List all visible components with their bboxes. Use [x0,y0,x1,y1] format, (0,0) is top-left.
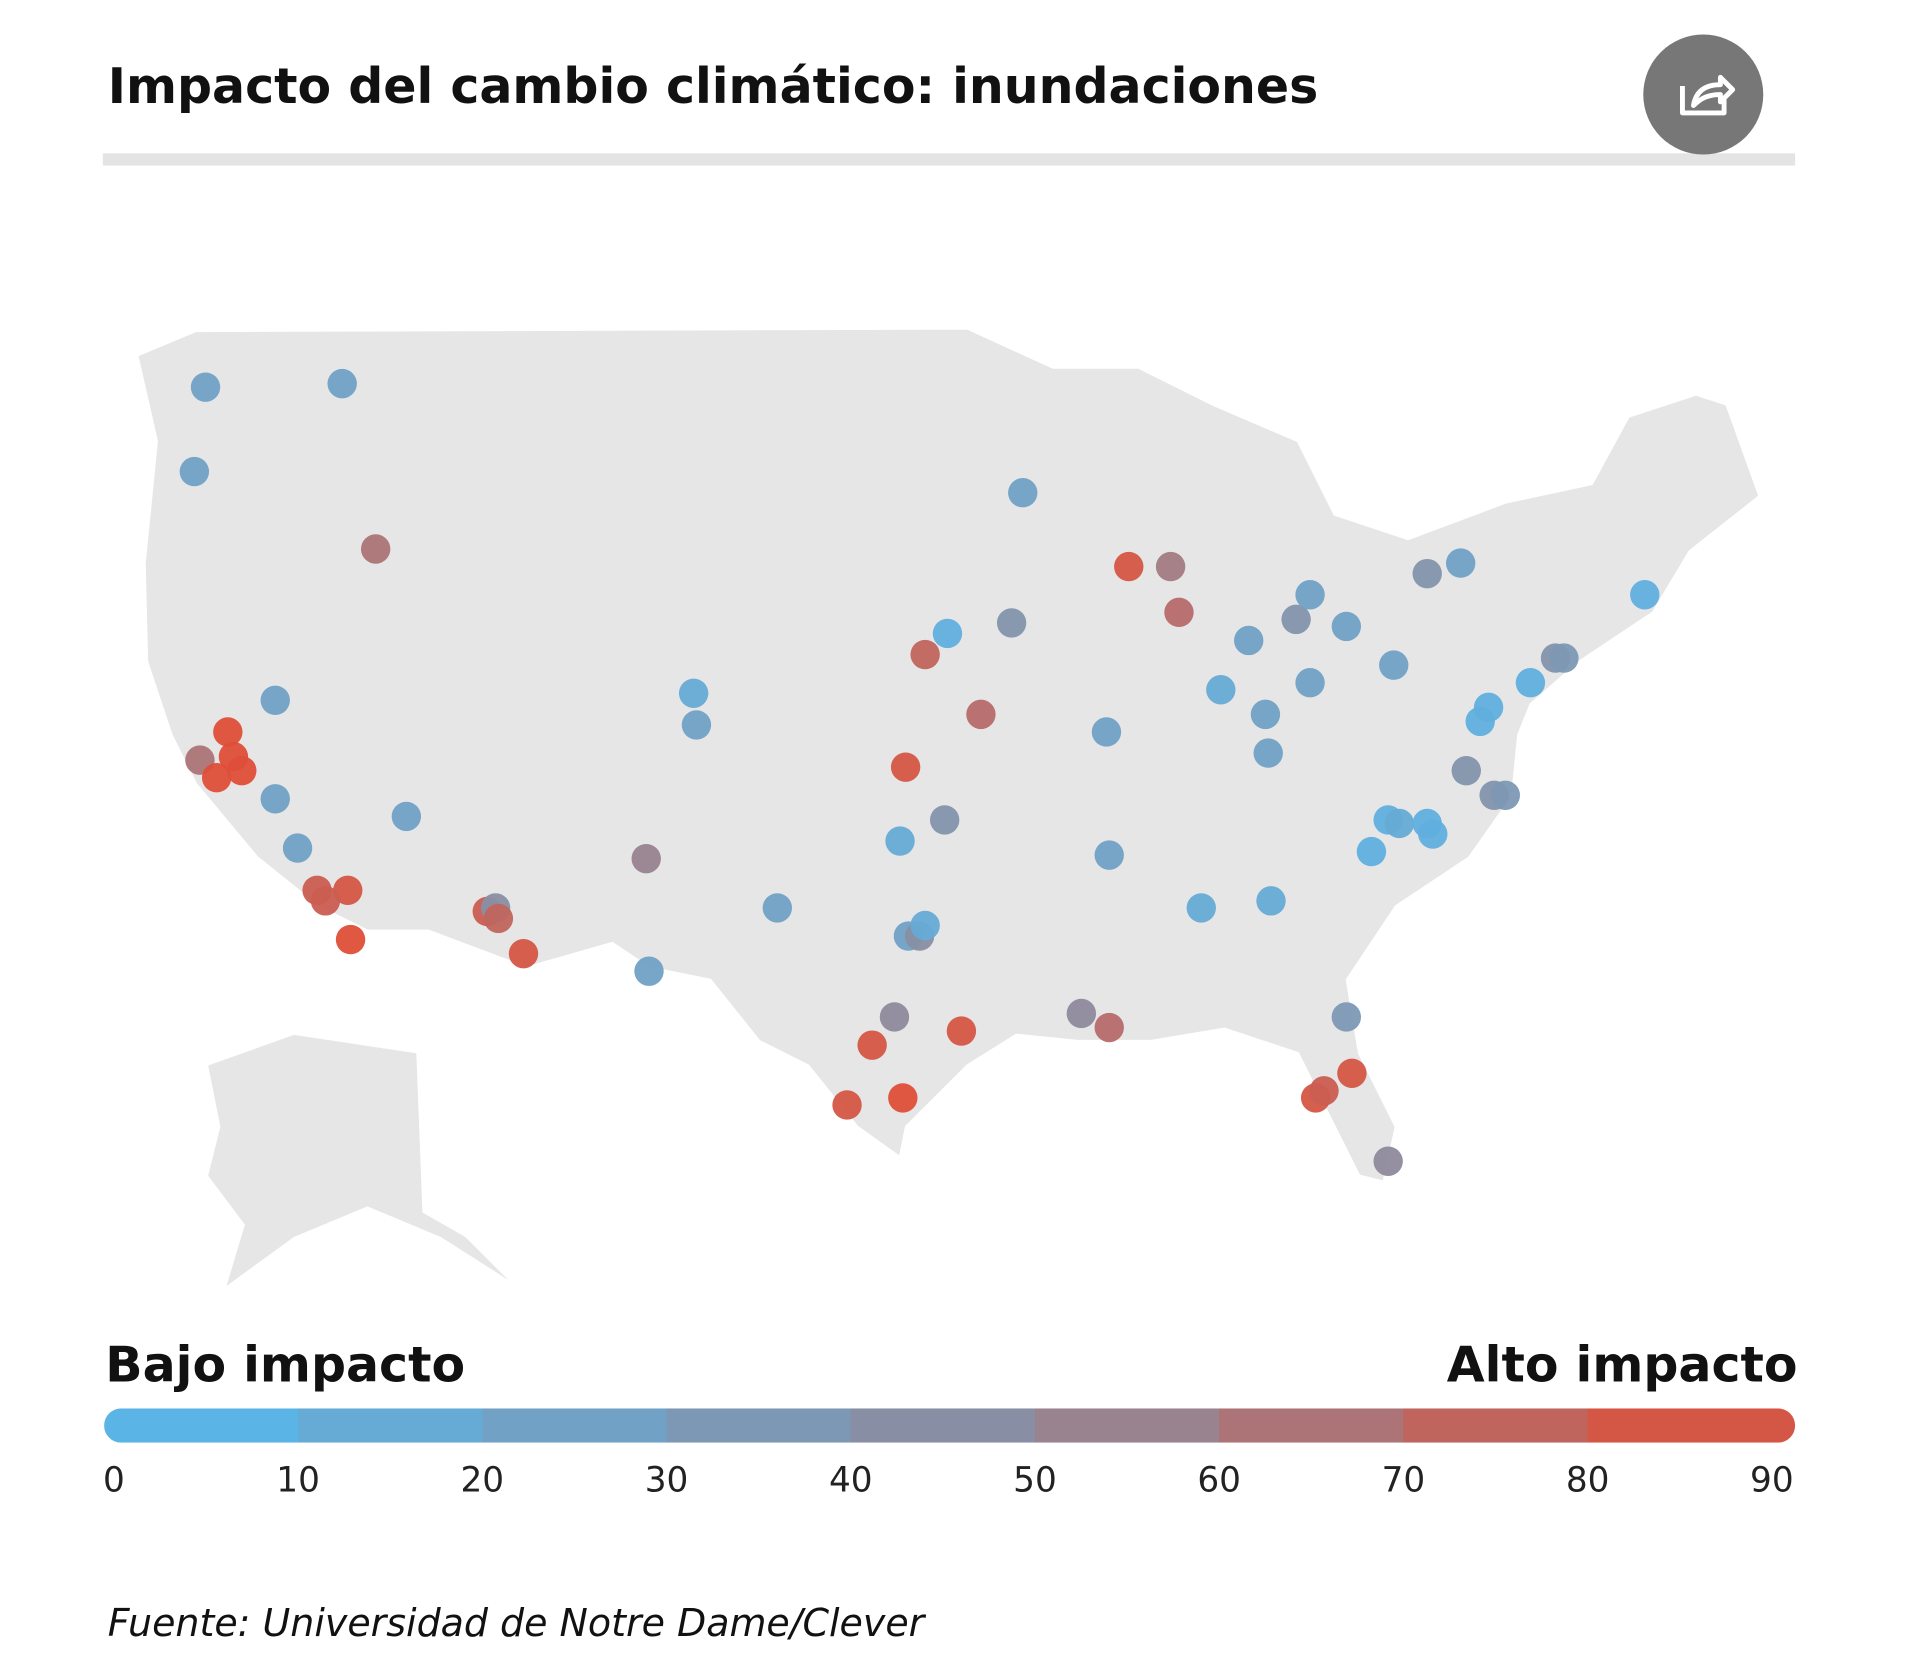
city-dot [832,1090,862,1120]
share-button[interactable] [1643,34,1764,155]
colorbar-tick-label: 70 [1382,1461,1426,1501]
city-dot [333,875,363,906]
city-dot [932,618,963,649]
city-dot [890,752,921,782]
city-dot [1256,886,1286,916]
city-dot [910,910,940,941]
colorbar-tick-label: 30 [645,1461,689,1501]
city-dot [1234,625,1264,656]
city-dot [1630,580,1660,610]
alaska-map [208,1034,509,1286]
city-dot [929,805,960,835]
chart-title: Impacto del cambio climático: inundacion… [108,58,1318,115]
city-dot [391,801,422,832]
city-dot [1250,699,1281,730]
colorbar-tick-label: 0 [103,1461,125,1501]
city-dot [762,893,793,923]
city-dot [1373,1146,1403,1176]
city-dot [681,710,712,740]
share-circle[interactable] [1643,34,1764,155]
source: Fuente: Universidad de Notre Dame/Clever [108,1601,927,1645]
colorbar-tick-label: 20 [461,1461,505,1501]
city-dot [1186,893,1216,923]
title-rule [102,153,1796,166]
colorbar-segment [1034,1408,1220,1443]
city-dot [631,843,661,874]
city-dot [1295,668,1325,698]
colorbar [104,1408,1796,1443]
city-dot [857,1030,887,1060]
legend-low-label: Bajo impacto [105,1336,465,1393]
city-dot [213,717,243,747]
city-dot [508,938,539,969]
colorbar-tick-label: 10 [276,1461,320,1501]
colorbar-segment [1403,1408,1589,1443]
city-dot [1490,780,1521,811]
city-dot [888,1083,918,1113]
colorbar-segment [1587,1408,1796,1443]
city-dot [1384,808,1415,839]
city-dot [483,903,514,934]
colorbar-tick-label: 90 [1750,1461,1794,1501]
city-dot [190,372,221,402]
city-dot [966,699,996,730]
city-dot [260,784,290,814]
city-dot [179,456,210,487]
city-dot [1114,551,1144,582]
city-dot [634,956,664,986]
city-dot [910,639,940,670]
city-dot [1412,558,1442,589]
city-dot [1091,717,1122,747]
city-dot [282,833,313,863]
city-dot [1309,1076,1339,1106]
city-dot [310,886,341,916]
city-dot [1253,738,1283,768]
city-dot [1356,836,1387,867]
colorbar-segment [482,1408,668,1443]
city-dot [1008,478,1038,508]
city-dot [1066,998,1097,1029]
legend-high-label: Alto impacto [1447,1336,1798,1393]
city-dot [1281,604,1311,635]
colorbar-segment [1219,1408,1405,1443]
city-dot [1515,668,1546,698]
city-dot [885,826,915,856]
city-dot [879,1002,910,1032]
colorbar-segment [298,1408,483,1443]
colorbar-tick-label: 40 [829,1461,873,1501]
city-dot [1206,675,1236,705]
city-dot [1094,1012,1124,1043]
city-dot [1445,548,1476,578]
city-dot [227,755,257,786]
city-dot [1379,650,1409,680]
colorbar-tick-label: 50 [1013,1461,1057,1501]
city-dot [1164,597,1194,628]
city-dot [335,924,366,955]
city-dot [360,534,391,564]
colorbar-segment [850,1408,1036,1443]
city-dot [1473,692,1504,723]
colorbar-tick-label: 80 [1566,1461,1610,1501]
city-dot [1418,819,1448,849]
city-dot [946,1016,977,1046]
city-dot [1094,840,1124,870]
city-dot [1155,551,1186,582]
city-dot [996,608,1027,638]
city-dot [260,685,290,715]
city-dot [327,368,357,399]
city-dot [1331,611,1362,642]
city-dot [1549,643,1579,673]
colorbar-tick-label: 60 [1197,1461,1241,1501]
colorbar-segment [104,1408,299,1443]
city-dot [678,678,709,708]
city-dot [1451,755,1481,786]
city-dot [1331,1002,1362,1032]
us-map [135,327,1762,1184]
city-dot [201,763,232,793]
city-dot [1337,1058,1367,1088]
share-icon[interactable] [1680,74,1736,116]
colorbar-segment [666,1408,852,1443]
city-dot [1295,580,1325,610]
